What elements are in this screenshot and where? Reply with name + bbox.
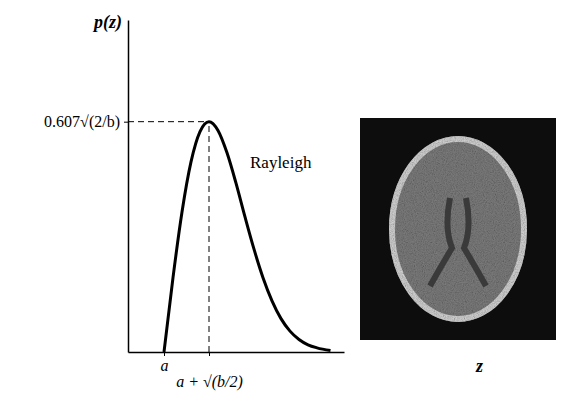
y-tick-mark <box>124 122 128 123</box>
x-tick-mark <box>164 352 165 356</box>
x-tick-mark <box>209 352 210 356</box>
x-axis-line <box>129 352 345 354</box>
y-tick-label: 0.607√(2/b) <box>44 113 120 131</box>
x-tick-label: a + √(b/2) <box>176 373 243 391</box>
x-axis: a a + √(b/2) <box>129 352 345 391</box>
series-label: Rayleigh <box>250 153 312 172</box>
image-background <box>360 118 556 340</box>
x-tick: a + √(b/2) <box>176 352 243 391</box>
y-axis: 0.607√(2/b) <box>44 21 128 353</box>
y-axis-line <box>128 21 130 353</box>
y-tick: 0.607√(2/b) <box>44 113 128 131</box>
peak-guide-vertical <box>209 122 210 352</box>
x-axis-title: z <box>475 356 483 376</box>
mri-image <box>360 118 556 340</box>
x-tick-label: a <box>161 357 169 374</box>
image-ventricles <box>430 198 486 286</box>
plot-area <box>128 122 331 352</box>
x-tick: a <box>161 352 169 374</box>
y-axis-title: p(z) <box>92 12 122 33</box>
curve <box>164 122 331 352</box>
image-head <box>392 139 524 319</box>
peak-guide-horizontal <box>128 121 209 122</box>
chart: Rayleigh a a + √(b/2) 0.607√(2/b) p(z) z <box>0 0 563 412</box>
